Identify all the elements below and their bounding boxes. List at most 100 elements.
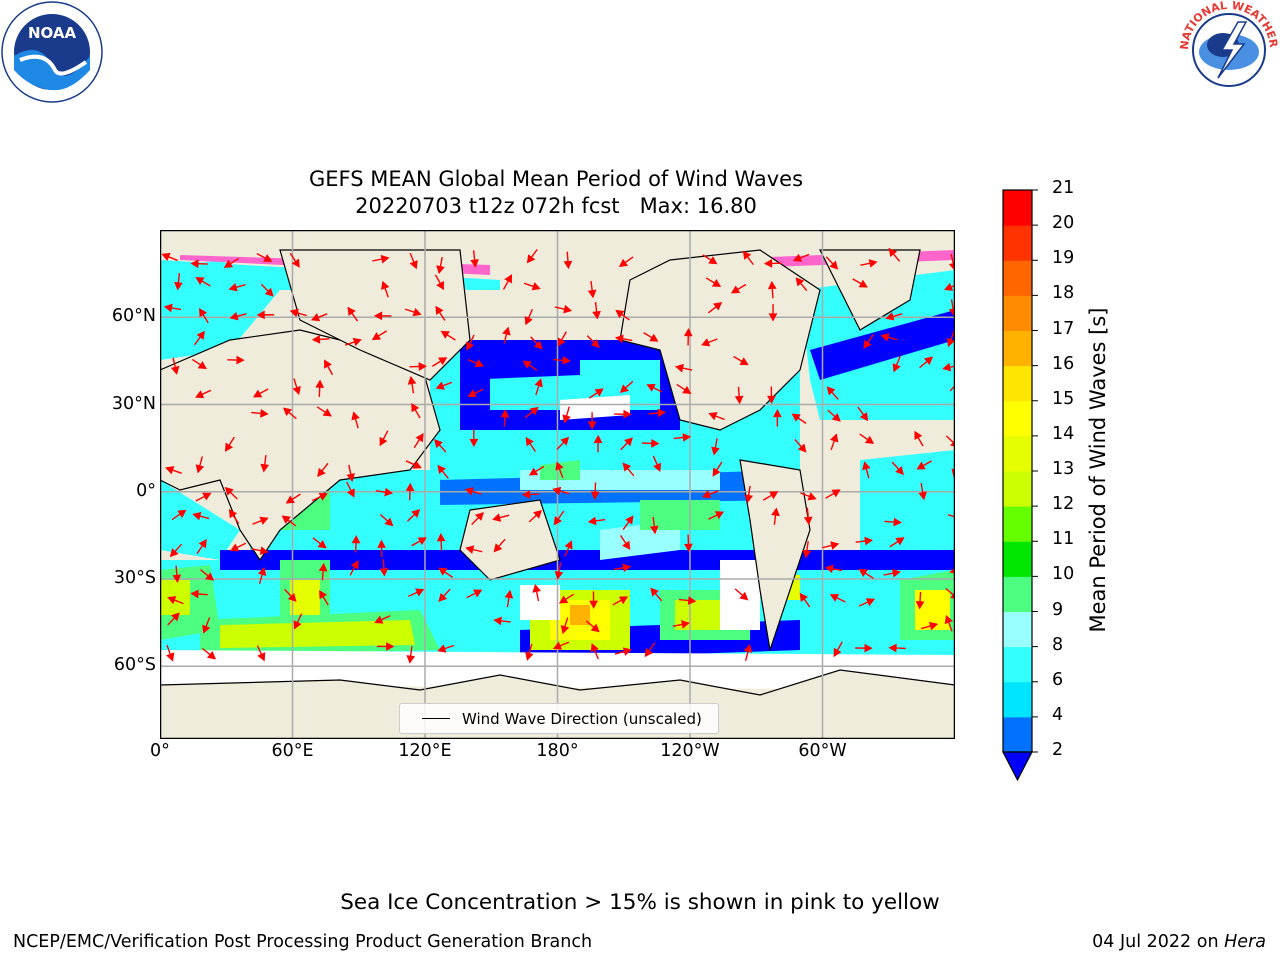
wave-arrow — [437, 464, 449, 479]
wave-arrow — [767, 386, 776, 404]
colorbar-tick-3: 8 — [1052, 634, 1064, 655]
wave-arrow — [174, 273, 183, 291]
wave-arrow — [405, 482, 415, 501]
wave-arrow — [920, 621, 939, 631]
colorbar-segment-3 — [1003, 611, 1032, 648]
wave-arrow — [592, 302, 601, 320]
wave-arrow — [376, 642, 395, 651]
lon-tick-3: 180° — [536, 741, 579, 761]
wave-arrow — [525, 437, 537, 452]
colorbar-segment-15 — [1003, 190, 1032, 226]
wave-arrow — [227, 355, 245, 365]
wave-arrow — [281, 515, 297, 527]
wave-arrow — [229, 311, 247, 321]
wave-arrow — [588, 388, 604, 399]
wave-arrow — [190, 589, 208, 599]
colorbar-segment-11 — [1003, 330, 1032, 367]
wave-arrow — [701, 338, 718, 347]
wave-arrow — [678, 596, 697, 605]
lat-tick-0: 60°N — [111, 306, 156, 327]
colorbar — [995, 180, 1045, 794]
wave-arrow — [646, 383, 663, 393]
chart-title: GEFS MEAN Global Mean Period of Wind Wav… — [0, 166, 1112, 220]
wave-arrow — [434, 274, 445, 291]
wave-arrow — [555, 461, 564, 479]
wave-arrow — [702, 254, 718, 265]
wave-arrow — [825, 256, 839, 270]
map-legend: Wind Wave Direction (unscaled) — [399, 703, 719, 734]
wave-arrow — [885, 312, 903, 321]
wave-arrow — [224, 486, 238, 500]
wave-arrow — [289, 252, 300, 268]
footer-on-text: on — [1196, 932, 1219, 952]
footer-branch: NCEP/EMC/Verification Post Processing Pr… — [13, 932, 593, 952]
wave-arrow — [530, 336, 543, 350]
wave-arrow — [553, 510, 565, 526]
wave-arrow — [436, 256, 445, 275]
wave-arrow — [351, 411, 360, 429]
wave-arrow — [202, 617, 211, 634]
wave-arrow — [730, 283, 747, 294]
wave-arrow — [734, 386, 744, 405]
wave-arrow — [943, 282, 955, 291]
wave-arrow — [318, 562, 328, 581]
lon-tick-2: 120°E — [398, 741, 452, 761]
wave-arrow — [762, 491, 779, 501]
wave-arrow — [467, 388, 484, 398]
wave-arrow — [800, 492, 817, 501]
wave-arrow — [502, 274, 513, 290]
colorbar-tick-11: 16 — [1052, 353, 1075, 374]
wave-arrow — [493, 538, 506, 553]
wave-arrow — [914, 430, 924, 447]
wave-arrow — [256, 253, 273, 262]
wave-arrow — [648, 408, 667, 418]
wave-arrow — [195, 456, 205, 474]
wave-arrow — [587, 412, 597, 430]
wave-arrow — [590, 482, 600, 500]
wave-arrow — [377, 539, 386, 558]
wave-arrow — [163, 303, 182, 313]
wave-arrow — [317, 462, 329, 478]
wave-arrow — [465, 545, 483, 554]
colorbar-tick-4: 9 — [1052, 599, 1064, 620]
wave-arrow — [619, 535, 631, 550]
wave-arrow — [464, 487, 482, 496]
wave-arrow — [379, 559, 389, 577]
colorbar-label: Mean Period of Wind Waves [s] — [1086, 307, 1110, 633]
wave-arrow — [167, 612, 180, 626]
wave-arrow — [438, 567, 454, 578]
colorbar-tick-16: 21 — [1052, 178, 1075, 198]
wave-arrow — [705, 277, 722, 287]
wave-arrow — [345, 337, 362, 347]
wave-arrow — [404, 307, 422, 317]
wave-arrow — [256, 645, 266, 662]
wave-arrow — [467, 358, 485, 368]
wave-arrow — [311, 492, 328, 502]
wave-arrow — [558, 593, 575, 604]
wave-arrow — [767, 280, 777, 299]
wave-arrow — [193, 330, 205, 346]
wave-arrow — [622, 462, 635, 477]
lat-tick-1: 30°N — [111, 393, 156, 414]
wave-arrow — [379, 514, 394, 527]
wave-arrow — [826, 386, 839, 400]
wave-arrow — [643, 332, 659, 342]
wave-arrow — [614, 409, 632, 419]
colorbar-tick-14: 19 — [1052, 248, 1075, 269]
wave-arrow — [946, 330, 955, 348]
wave-arrow — [165, 466, 182, 475]
wave-arrow — [942, 362, 955, 372]
wave-arrow — [411, 537, 427, 547]
lat-tick-2: 0° — [136, 480, 156, 501]
wave-arrow — [411, 402, 421, 419]
wave-arrow — [553, 355, 571, 365]
wave-arrow — [743, 643, 753, 661]
legend-label: Wind Wave Direction (unscaled) — [462, 709, 702, 728]
wave-arrow — [734, 588, 749, 601]
sea-ice-note: Sea Ice Concentration > 15% is shown in … — [340, 890, 940, 915]
wave-arrow — [649, 516, 659, 535]
wave-arrow — [587, 516, 606, 526]
footer-date-text: 04 Jul 2022 — [1092, 932, 1192, 952]
wave-arrow — [319, 590, 329, 606]
wave-arrow — [564, 540, 573, 557]
